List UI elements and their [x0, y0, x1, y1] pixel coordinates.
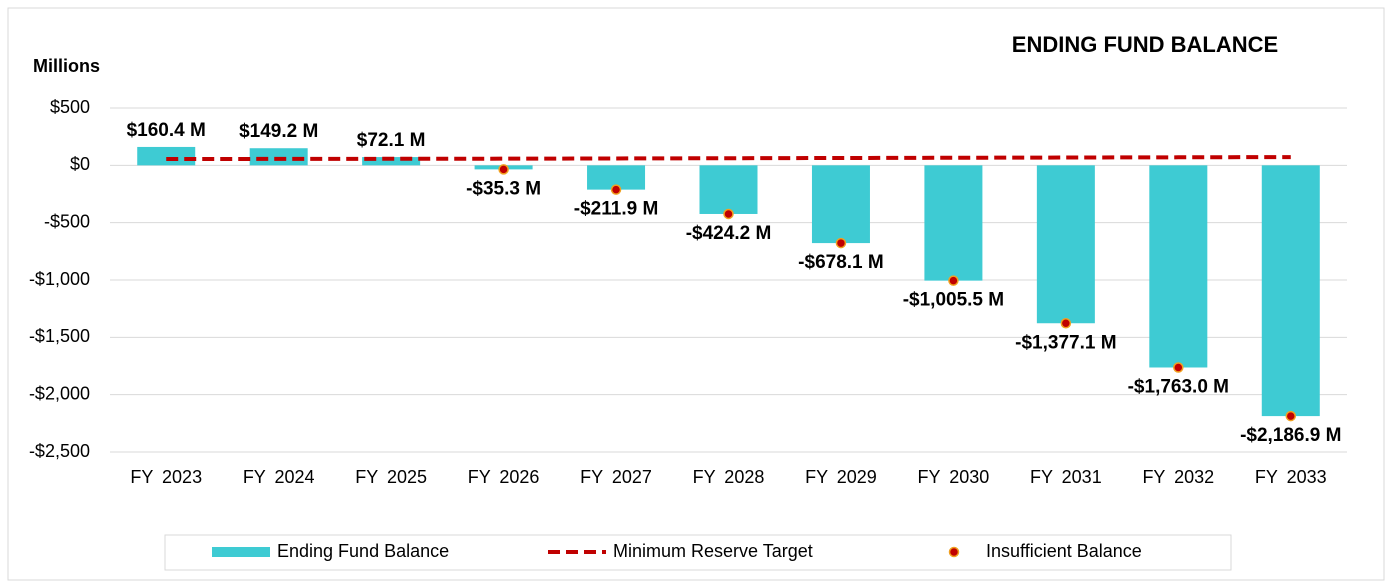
- point: [1285, 410, 1297, 422]
- bar: [1036, 165, 1095, 324]
- data-label: -$35.3 M: [466, 178, 541, 199]
- data-label: -$424.2 M: [686, 223, 772, 244]
- y-tick-label: $0: [70, 154, 90, 174]
- x-tick-label: FY 2033: [1255, 467, 1327, 487]
- x-tick-label: FY 2023: [130, 467, 202, 487]
- legend-label: Minimum Reserve Target: [613, 541, 813, 561]
- legend: [164, 534, 1232, 571]
- x-tick-label: FY 2029: [805, 467, 877, 487]
- bar: [249, 148, 308, 166]
- bar: [924, 165, 983, 281]
- x-tick-label: FY 2027: [580, 467, 652, 487]
- point: [498, 164, 509, 175]
- legend-label: Ending Fund Balance: [277, 541, 449, 561]
- data-label: -$2,186.9 M: [1240, 425, 1341, 446]
- bar: [1149, 165, 1208, 368]
- y-tick-label: -$2,500: [29, 441, 90, 461]
- point: [835, 237, 847, 249]
- data-label: $72.1 M: [357, 130, 426, 151]
- point: [1173, 362, 1184, 373]
- chart-title: ENDING FUND BALANCE: [1012, 32, 1278, 57]
- data-label: -$678.1 M: [798, 252, 884, 273]
- x-tick-label: FY 2032: [1142, 467, 1214, 487]
- bar: [1261, 165, 1320, 417]
- bar: [699, 165, 758, 214]
- x-tick-label: FY 2025: [355, 467, 427, 487]
- data-label: $149.2 M: [239, 121, 318, 142]
- y-axis-label: Millions: [33, 56, 100, 76]
- point: [1060, 317, 1072, 329]
- point: [723, 208, 734, 220]
- point: [610, 184, 622, 195]
- legend-label: Insufficient Balance: [986, 541, 1142, 561]
- bar: [362, 157, 421, 166]
- x-tick-label: FY 2024: [243, 467, 315, 487]
- x-tick-label: FY 2030: [918, 467, 990, 487]
- y-tick-label: -$1,500: [29, 326, 90, 346]
- data-label: -$1,377.1 M: [1015, 332, 1116, 353]
- x-tick-label: FY 2031: [1030, 467, 1102, 487]
- y-tick-label: $500: [50, 97, 90, 117]
- legend-swatch: [212, 547, 270, 557]
- reserve-line: [166, 155, 1291, 162]
- legend-swatch: [948, 546, 960, 558]
- y-tick-label: -$2,000: [29, 383, 90, 403]
- y-tick-label: -$500: [44, 211, 90, 231]
- x-tick-label: FY 2026: [468, 467, 540, 487]
- x-tick-label: FY 2028: [693, 467, 765, 487]
- y-tick-label: -$1,000: [29, 269, 90, 289]
- data-label: $160.4 M: [127, 120, 206, 141]
- data-label: -$1,763.0 M: [1128, 377, 1229, 398]
- data-label: -$1,005.5 M: [903, 290, 1004, 311]
- point: [948, 275, 959, 286]
- bar: [137, 146, 196, 166]
- data-label: -$211.9 M: [574, 199, 659, 220]
- bar: [811, 165, 870, 244]
